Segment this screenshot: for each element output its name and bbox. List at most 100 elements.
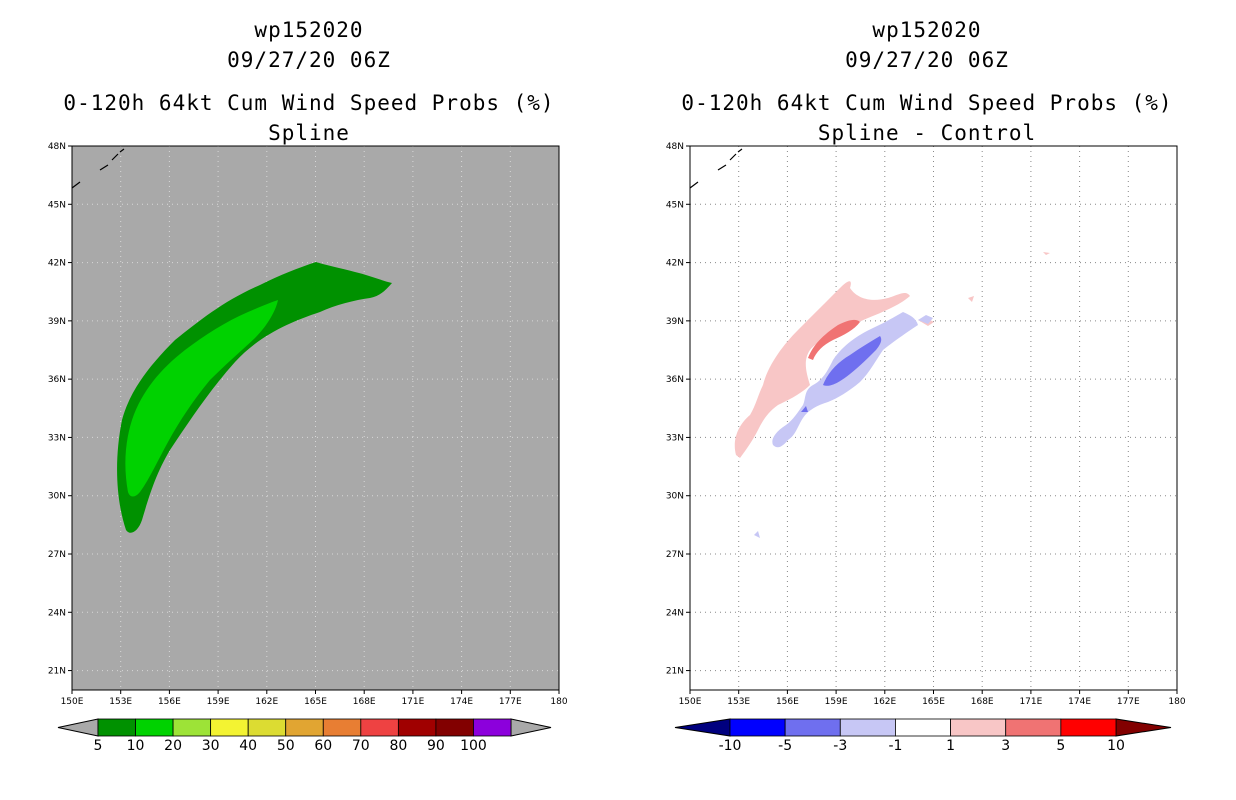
right-lat-label: 21N xyxy=(666,667,684,677)
right-diff-blob-3 xyxy=(918,315,933,324)
left-lon-ticks: 150E 153E 156E 159E 162E 165E 168E 171E 174E 177E… xyxy=(61,690,568,707)
right-diff-blob-2 xyxy=(968,296,974,302)
left-colorbar-label: 70 xyxy=(352,738,370,754)
right-lon-label: 180 xyxy=(1168,697,1185,707)
left-lat-label: 27N xyxy=(48,550,66,560)
left-colorbar-swatch xyxy=(397,718,437,737)
right-colorbar-low-arrow xyxy=(674,718,731,737)
right-storm-id: wp152020 xyxy=(872,18,982,42)
right-diff-negative-small xyxy=(801,406,808,412)
left-product-title: 0-120h 64kt Cum Wind Speed Probs (%) xyxy=(63,91,555,115)
left-datetime: 09/27/20 06Z xyxy=(227,48,391,72)
left-colorbar-label: 90 xyxy=(427,738,445,754)
left-coast xyxy=(71,148,125,189)
right-lon-label: 177E xyxy=(1117,697,1140,707)
right-diff-positive-light xyxy=(734,281,910,458)
right-colorbar-label: 10 xyxy=(1107,738,1125,754)
right-lon-label: 153E xyxy=(727,697,750,707)
right-colorbar-label: -3 xyxy=(833,738,847,754)
right-lat-label: 36N xyxy=(666,375,684,385)
left-panel: wp152020 09/27/20 06Z 0-120h 64kt Cum Wi… xyxy=(48,18,568,754)
left-lat-label: 39N xyxy=(48,317,66,327)
right-lon-label: 171E xyxy=(1019,697,1042,707)
left-lon-label: 150E xyxy=(61,697,84,707)
left-lon-label: 156E xyxy=(158,697,181,707)
right-lat-label: 27N xyxy=(666,550,684,560)
right-lat-label: 45N xyxy=(666,200,684,210)
right-colorbar-label: 1 xyxy=(946,738,955,754)
left-colorbar-swatch xyxy=(360,718,399,737)
right-lat-label: 24N xyxy=(666,608,684,618)
left-colorbar-swatch xyxy=(285,718,324,737)
right-lon-label: 159E xyxy=(825,697,848,707)
right-lon-label: 168E xyxy=(971,697,994,707)
left-lon-label: 171E xyxy=(401,697,424,707)
right-lat-ticks: 48N 45N 42N 39N 36N 33N 30N 27N 24N 21N xyxy=(666,142,690,677)
left-colorbar-low-arrow xyxy=(57,718,99,737)
right-colorbar-swatch xyxy=(839,718,896,737)
left-gridlines xyxy=(72,146,559,690)
right-lon-label: 162E xyxy=(873,697,896,707)
left-lon-label: 153E xyxy=(109,697,132,707)
right-gridlines xyxy=(690,146,1177,690)
right-colorbar-swatch xyxy=(784,718,841,737)
left-colorbar-swatch xyxy=(473,718,512,737)
right-colorbar-label: -5 xyxy=(778,738,792,754)
left-lon-label: 180 xyxy=(550,697,567,707)
right-colorbar-swatch xyxy=(729,718,786,737)
left-lon-label: 168E xyxy=(353,697,376,707)
right-panel: wp152020 09/27/20 06Z 0-120h 64kt Cum Wi… xyxy=(618,0,1236,800)
left-lat-label: 48N xyxy=(48,142,66,152)
right-lat-label: 39N xyxy=(666,317,684,327)
left-colorbar-high-arrow xyxy=(510,718,552,737)
left-lon-label: 159E xyxy=(207,697,230,707)
right-diff-blob-5 xyxy=(754,531,760,538)
right-lat-label: 42N xyxy=(666,259,684,269)
left-lat-label: 24N xyxy=(48,608,66,618)
left-colorbar: 5 10 20 30 40 50 60 70 80 90 100 xyxy=(57,718,552,754)
left-subtitle: Spline xyxy=(268,121,350,145)
right-lat-label: 48N xyxy=(666,142,684,152)
left-lat-label: 21N xyxy=(48,667,66,677)
right-lon-label: 156E xyxy=(776,697,799,707)
left-lat-ticks: 48N 45N 42N 39N 36N 33N 30N 27N 24N 21N xyxy=(48,142,72,677)
right-diff-negative-mid xyxy=(823,336,882,386)
right-lat-label: 33N xyxy=(666,433,684,443)
right-diff-negative-light xyxy=(772,312,918,448)
right-colorbar-label: 3 xyxy=(1001,738,1010,754)
left-lon-label: 174E xyxy=(450,697,473,707)
left-lat-label: 36N xyxy=(48,375,66,385)
left-colorbar-swatch xyxy=(172,718,212,737)
left-lat-label: 33N xyxy=(48,433,66,443)
left-colorbar-label: 5 xyxy=(94,738,103,754)
right-diff-positive-mid xyxy=(808,319,860,360)
left-colorbar-swatch xyxy=(97,718,136,737)
left-colorbar-swatch xyxy=(210,718,249,737)
left-colorbar-label: 30 xyxy=(202,738,220,754)
left-colorbar-label: 50 xyxy=(277,738,295,754)
left-colorbar-label: 100 xyxy=(460,738,487,754)
right-colorbar-label: 5 xyxy=(1056,738,1065,754)
right-colorbar-swatch xyxy=(1005,718,1062,737)
left-storm-id: wp152020 xyxy=(254,18,364,42)
left-colorbar-swatch xyxy=(247,718,287,737)
left-colorbar-label: 10 xyxy=(127,738,145,754)
left-colorbar-label: 20 xyxy=(164,738,182,754)
right-subtitle: Spline - Control xyxy=(817,121,1037,145)
left-colorbar-label: 60 xyxy=(314,738,332,754)
right-coast xyxy=(689,148,743,189)
left-lat-label: 30N xyxy=(48,492,66,502)
right-colorbar-swatch xyxy=(950,718,1007,737)
right-colorbar-swatch xyxy=(1060,718,1117,737)
right-lon-ticks: 150E 153E 156E 159E 162E 165E 168E 171E 174E 177E… xyxy=(679,690,1186,707)
right-colorbar-label: -1 xyxy=(888,738,902,754)
right-diff-blob-4 xyxy=(1043,252,1050,255)
left-colorbar-swatch xyxy=(435,718,474,737)
left-colorbar-label: 40 xyxy=(239,738,257,754)
left-lat-label: 42N xyxy=(48,259,66,269)
left-lon-label: 177E xyxy=(499,697,522,707)
left-lon-label: 162E xyxy=(255,697,278,707)
right-datetime: 09/27/20 06Z xyxy=(845,48,1009,72)
